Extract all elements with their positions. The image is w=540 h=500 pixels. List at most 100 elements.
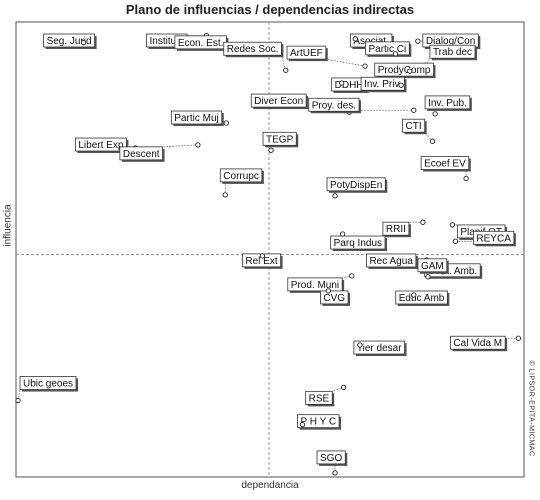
point-label: Seg. Jurid xyxy=(47,36,92,47)
point-label: P H Y C xyxy=(301,417,337,428)
point-label-box xyxy=(74,137,127,152)
point-label: REYCA xyxy=(476,233,511,244)
point-group: Parq Indus xyxy=(330,231,388,252)
data-point xyxy=(332,193,338,199)
point-group: Inv. Pub. xyxy=(424,95,472,117)
point-group: Econ. Est. xyxy=(174,35,263,57)
point-label: Cal Vida M xyxy=(453,338,502,349)
data-point xyxy=(362,63,368,69)
data-point xyxy=(325,288,332,294)
data-point xyxy=(411,107,417,113)
data-point xyxy=(420,219,426,225)
point-group: DDHH xyxy=(331,77,369,93)
point-group: Corrupc xyxy=(219,168,264,198)
point-group: Trab dec xyxy=(422,44,478,68)
data-point xyxy=(407,68,413,74)
data-point xyxy=(352,36,358,42)
point-group: Cal Vida M xyxy=(450,335,522,352)
point-group: Redes Soc. xyxy=(223,41,289,73)
point-group: ProdyComp xyxy=(374,62,436,79)
watermark: © LIPSOR-EPITA-MICMAC xyxy=(527,360,535,457)
point-group: Educ Amb xyxy=(395,290,450,306)
point-label: Libert Exp xyxy=(78,140,123,151)
point-label: CTI xyxy=(406,121,422,132)
point-label: Redes Soc. xyxy=(227,44,279,55)
data-point xyxy=(15,397,21,404)
point-connector xyxy=(325,58,366,67)
point-label: Rec Agua xyxy=(369,256,413,267)
point-group: GAM xyxy=(417,258,449,280)
point-label-box xyxy=(402,118,426,133)
data-point xyxy=(339,231,346,237)
point-group: Proy. des. xyxy=(308,97,417,114)
point-label-box xyxy=(297,414,340,429)
point-group: Rel Ext xyxy=(241,253,283,269)
point-label: Partic Muj xyxy=(174,113,218,124)
point-group: Ubic geoes xyxy=(15,376,79,404)
plot-frame xyxy=(15,21,525,478)
point-label-box xyxy=(308,97,360,112)
data-point xyxy=(429,138,436,144)
point-label: Educ Amb xyxy=(399,293,445,304)
point-label: DDHH xyxy=(335,80,364,91)
data-point xyxy=(515,335,522,341)
point-label-box xyxy=(366,253,417,268)
point-group: Partic Muj xyxy=(170,110,229,127)
point-label: RRII xyxy=(386,224,406,235)
point-connector xyxy=(162,144,198,148)
point-label: Diver Econ xyxy=(254,96,303,107)
point-label-box xyxy=(417,258,448,273)
point-label-box xyxy=(223,41,282,56)
data-point xyxy=(449,222,456,228)
y-axis-label: influencia xyxy=(2,204,14,247)
point-label-box xyxy=(365,41,410,56)
point-group: CTI xyxy=(402,118,436,144)
point-group: Tier desar xyxy=(353,340,407,357)
point-group: Ecoef EV xyxy=(420,156,471,182)
point-group: Libert Exp xyxy=(74,137,139,154)
point-label-box xyxy=(360,76,405,91)
point-label-box xyxy=(382,221,410,236)
point-label-box xyxy=(395,290,448,305)
point-group: RRII xyxy=(382,219,426,238)
point-label-box xyxy=(429,44,476,59)
point-group: ArtUEF xyxy=(286,45,368,69)
point-label: Partic Ci xyxy=(368,44,406,55)
data-point xyxy=(223,120,229,126)
point-label: Ecoef EV xyxy=(424,159,466,170)
data-point xyxy=(222,192,228,198)
point-label: Econ. Est. xyxy=(178,38,224,49)
point-label-box xyxy=(262,131,297,146)
data-point xyxy=(463,175,469,182)
data-point xyxy=(425,274,431,280)
point-connector xyxy=(332,386,344,392)
point-label: PotyDispEn xyxy=(330,180,382,191)
point-label: Dialog/Con xyxy=(426,36,475,47)
x-axis-label: dependancia xyxy=(241,480,299,491)
point-label: Instituc. xyxy=(150,36,184,47)
point-group: Prod. Muni xyxy=(287,273,355,293)
point-label-box xyxy=(316,450,346,465)
point-label-box xyxy=(353,340,405,355)
point-label: RSE xyxy=(309,393,330,404)
point-group: Descent xyxy=(119,142,201,162)
data-point xyxy=(195,142,201,148)
point-label-box xyxy=(420,156,470,170)
point-group: SGO xyxy=(316,450,348,476)
point-label: Inv. Pub. xyxy=(428,98,467,109)
point-label: ArtUEF xyxy=(290,48,323,59)
point-connector xyxy=(17,389,21,401)
point-label: TEGP xyxy=(266,134,294,145)
point-label-box xyxy=(330,235,386,250)
data-point xyxy=(283,67,289,73)
data-point xyxy=(411,292,417,298)
data-point xyxy=(415,38,421,44)
point-label: Proy. des. xyxy=(312,100,356,111)
data-point xyxy=(349,273,355,279)
point-label-box xyxy=(473,230,515,245)
point-group: Seg. Jurid xyxy=(43,33,97,49)
data-point xyxy=(259,253,266,259)
data-point xyxy=(432,111,438,117)
point-label: SGO xyxy=(320,453,342,464)
point-group: RSE xyxy=(305,384,347,407)
